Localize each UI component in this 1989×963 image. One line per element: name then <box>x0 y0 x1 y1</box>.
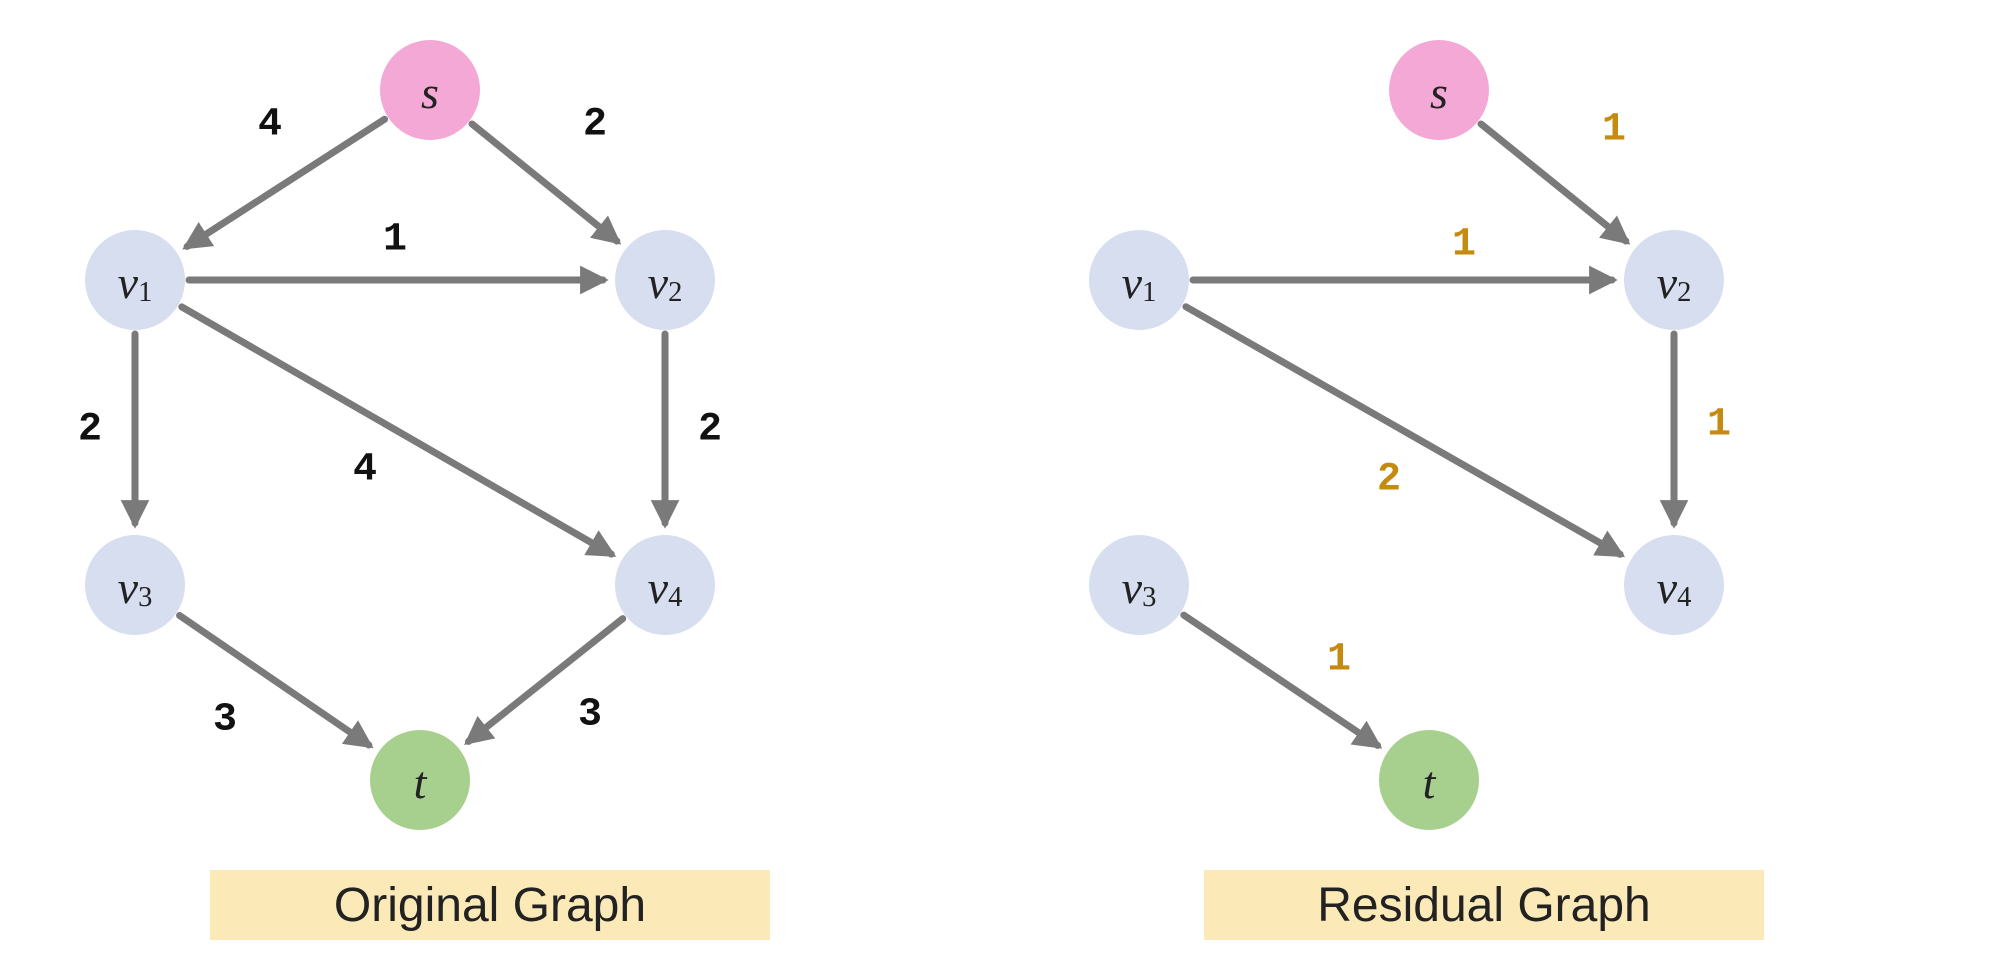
edge-weight-v2-v4: 1 <box>1707 403 1731 448</box>
edge-weight-s-v2: 2 <box>583 103 607 148</box>
caption-text: Residual Graph <box>1317 878 1651 933</box>
edge-weight-v3-t: 3 <box>213 698 237 743</box>
caption-text: Original Graph <box>334 878 646 933</box>
caption-residual: Residual Graph <box>1204 870 1764 940</box>
edge-weight-v1-v4: 4 <box>353 448 377 493</box>
graph-panel-original: 42122433sv1v2v3v4tOriginal Graph <box>0 0 994 963</box>
edge-weight-v2-v4: 2 <box>698 408 722 453</box>
caption-original: Original Graph <box>210 870 770 940</box>
node-label-t: t <box>414 757 428 808</box>
edges-group: 4 2 1 2 2 4 3 3 <box>78 103 722 745</box>
edge-weight-s-v1: 4 <box>258 103 282 148</box>
node-label-t: t <box>1423 757 1437 808</box>
edges-group: 1 1 1 2 1 <box>1184 108 1731 746</box>
graph-panel-residual: 11121sv1v2v3v4tResidual Graph <box>994 0 1988 963</box>
node-label-s: s <box>421 67 439 118</box>
graph-svg-residual: 11121sv1v2v3v4t <box>994 0 1988 963</box>
edge-s-v1 <box>187 119 384 246</box>
graph-svg-original: 42122433sv1v2v3v4t <box>0 0 994 963</box>
edge-weight-s-v2: 1 <box>1602 108 1626 153</box>
edge-weight-v1-v4: 2 <box>1377 458 1401 503</box>
edge-weight-v1-v3: 2 <box>78 408 102 453</box>
node-label-s: s <box>1430 67 1448 118</box>
edge-v3-t <box>180 615 369 744</box>
edge-weight-v1-v2: 1 <box>1452 223 1476 268</box>
edge-weight-v3-t: 1 <box>1327 638 1351 683</box>
edge-v1-v4 <box>1186 307 1620 555</box>
edge-weight-v1-v2: 1 <box>383 218 407 263</box>
edge-weight-v4-t: 3 <box>578 693 602 738</box>
edge-v1-v4 <box>182 307 611 554</box>
